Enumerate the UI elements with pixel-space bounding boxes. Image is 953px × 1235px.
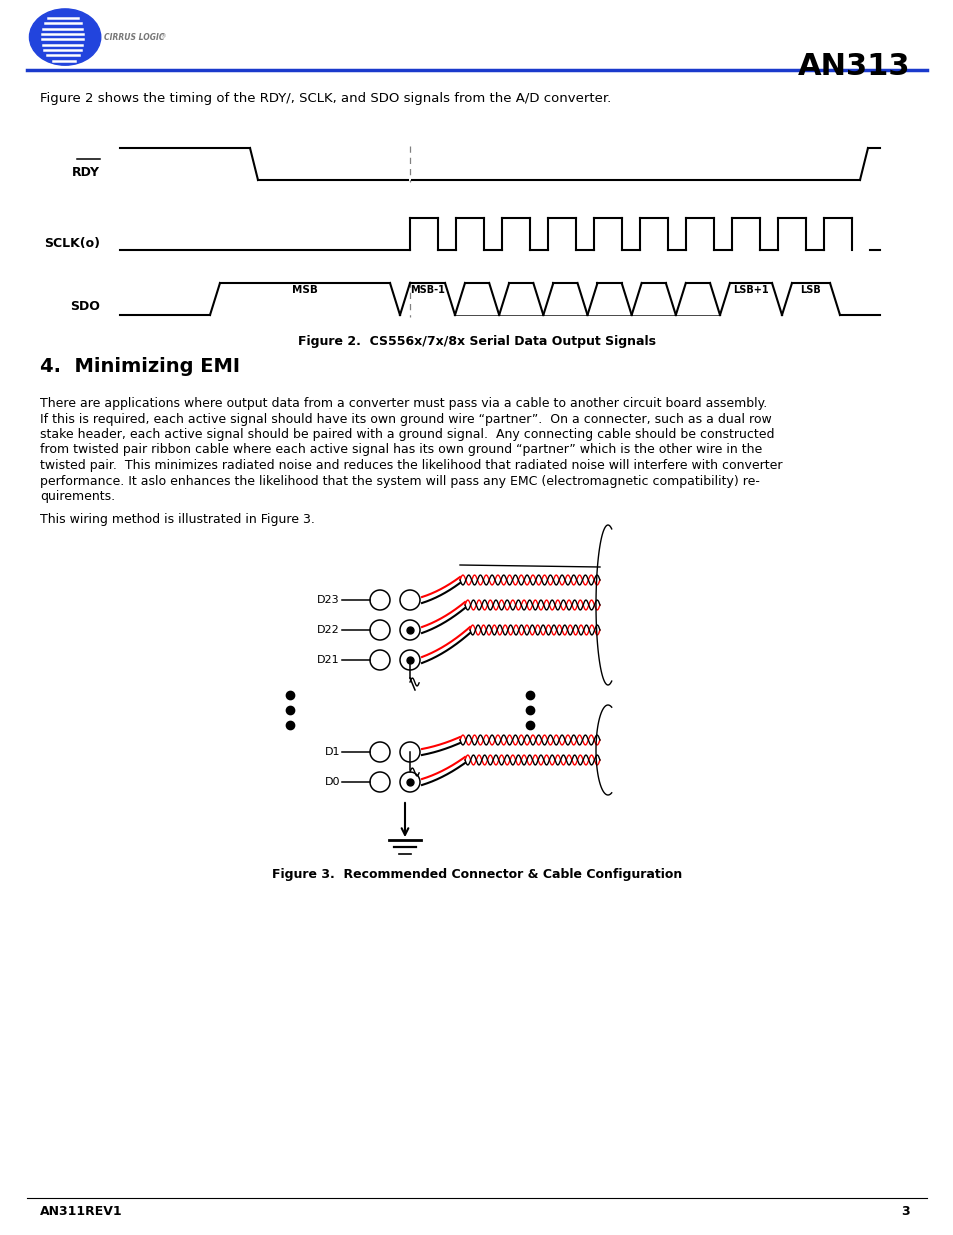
- Text: MSB: MSB: [292, 285, 317, 295]
- Text: D22: D22: [317, 625, 339, 635]
- Text: Figure 2.  CS556x/7x/8x Serial Data Output Signals: Figure 2. CS556x/7x/8x Serial Data Outpu…: [297, 335, 656, 348]
- Text: LSB: LSB: [800, 285, 821, 295]
- Text: This wiring method is illustrated in Figure 3.: This wiring method is illustrated in Fig…: [40, 514, 314, 526]
- Text: D1: D1: [324, 747, 339, 757]
- Text: LSB+1: LSB+1: [733, 285, 768, 295]
- Text: If this is required, each active signal should have its own ground wire “partner: If this is required, each active signal …: [40, 412, 771, 426]
- Text: from twisted pair ribbon cable where each active signal has its own ground “part: from twisted pair ribbon cable where eac…: [40, 443, 761, 457]
- Ellipse shape: [30, 9, 101, 65]
- Text: D23: D23: [317, 595, 339, 605]
- Text: D21: D21: [317, 655, 339, 664]
- Text: There are applications where output data from a converter must pass via a cable : There are applications where output data…: [40, 396, 766, 410]
- Text: SCLK(o): SCLK(o): [44, 237, 100, 251]
- Text: MSB-1: MSB-1: [410, 285, 444, 295]
- Text: SDO: SDO: [71, 300, 100, 314]
- Text: 3: 3: [901, 1205, 909, 1218]
- Text: stake header, each active signal should be paired with a ground signal.  Any con: stake header, each active signal should …: [40, 429, 774, 441]
- Text: RDY: RDY: [71, 165, 100, 179]
- Text: CIRRUS LOGIC: CIRRUS LOGIC: [104, 32, 164, 42]
- Text: performance. It aslo enhances the likelihood that the system will pass any EMC (: performance. It aslo enhances the likeli…: [40, 474, 760, 488]
- Text: 4.  Minimizing EMI: 4. Minimizing EMI: [40, 357, 240, 375]
- Text: AN311REV1: AN311REV1: [40, 1205, 123, 1218]
- Text: Figure 3.  Recommended Connector & Cable Configuration: Figure 3. Recommended Connector & Cable …: [272, 868, 681, 881]
- Text: ®: ®: [160, 35, 166, 40]
- Text: twisted pair.  This minimizes radiated noise and reduces the likelihood that rad: twisted pair. This minimizes radiated no…: [40, 459, 781, 472]
- Text: Figure 2 shows the timing of the RDY/, SCLK, and SDO signals from the A/D conver: Figure 2 shows the timing of the RDY/, S…: [40, 91, 611, 105]
- Text: quirements.: quirements.: [40, 490, 115, 503]
- Text: D0: D0: [324, 777, 339, 787]
- Text: AN313: AN313: [797, 52, 909, 82]
